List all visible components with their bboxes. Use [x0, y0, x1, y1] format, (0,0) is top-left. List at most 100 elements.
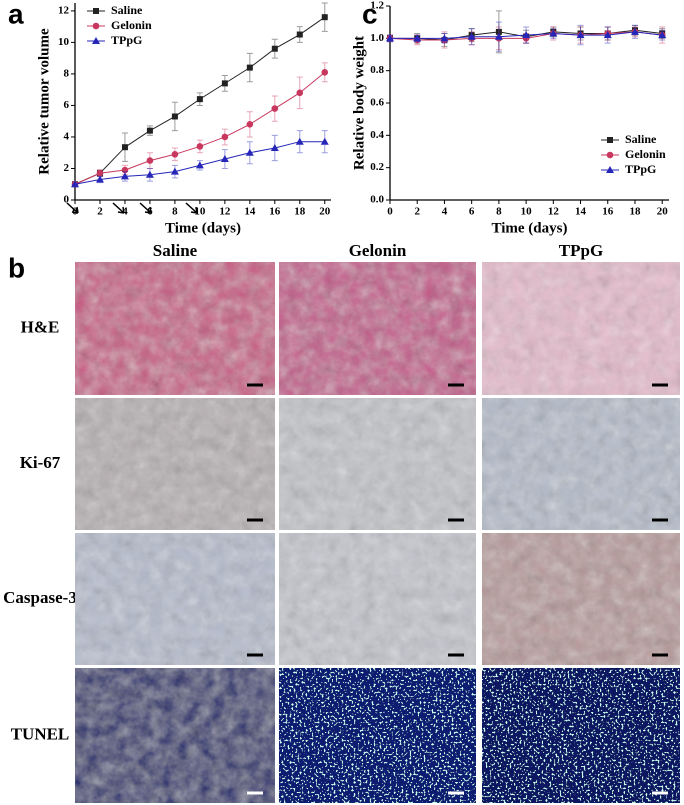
legend-marker — [92, 22, 100, 30]
x-tick-label: 10 — [194, 206, 206, 218]
y-tick-label: 1.0 — [370, 32, 384, 44]
data-point — [71, 180, 79, 188]
data-point — [171, 150, 179, 158]
x-tick-label: 16 — [602, 206, 614, 218]
data-point — [576, 31, 585, 39]
micrograph — [279, 398, 476, 530]
data-point — [220, 155, 229, 163]
data-point — [221, 133, 229, 141]
x-tick-label: 14 — [575, 206, 587, 218]
data-point — [96, 169, 104, 177]
data-point — [630, 27, 639, 35]
legend-marker — [607, 137, 613, 143]
data-point — [121, 166, 129, 174]
x-tick-label: 10 — [521, 206, 533, 218]
micrograph — [75, 398, 275, 530]
legend-marker — [606, 166, 614, 173]
data-point — [321, 14, 328, 21]
x-tick-label: 2 — [414, 206, 420, 218]
data-point — [146, 157, 154, 164]
y-tick-label: 1.2 — [370, 0, 384, 12]
data-point — [271, 105, 279, 112]
data-point — [320, 137, 329, 145]
x-tick-label: 12 — [548, 206, 560, 218]
data-point — [658, 31, 667, 39]
legend-label: Gelonin — [111, 18, 152, 32]
data-point — [271, 45, 278, 52]
data-point — [295, 137, 304, 145]
x-tick-label: 2 — [97, 206, 103, 218]
y-tick-label: 0.6 — [370, 97, 384, 109]
y-tick-label: 0.0 — [370, 194, 384, 206]
micrograph — [482, 398, 680, 530]
y-tick-label: 2 — [64, 162, 70, 174]
y-tick-label: 0.8 — [370, 64, 384, 76]
y-tick-label: 8 — [64, 67, 70, 79]
data-point — [170, 167, 179, 175]
column-title: TPpG — [559, 241, 603, 260]
data-point — [440, 34, 449, 42]
y-tick-label: 0 — [64, 194, 70, 206]
data-point — [195, 161, 204, 169]
micrograph — [279, 262, 476, 395]
y-tick-label: 4 — [64, 130, 70, 142]
x-tick-label: 18 — [629, 206, 641, 218]
data-point — [467, 32, 476, 40]
y-tick-label: 0.2 — [370, 161, 384, 173]
row-title: TUNEL — [11, 724, 70, 743]
data-point — [145, 170, 154, 178]
column-title: Saline — [153, 241, 198, 260]
legend-marker — [606, 151, 614, 159]
legend-marker — [93, 8, 99, 14]
y-tick-label: 6 — [64, 99, 70, 111]
data-point — [246, 121, 254, 128]
y-tick-label: 0.4 — [370, 129, 384, 141]
panel-label: a — [8, 0, 24, 29]
x-tick-label: 4 — [442, 206, 448, 218]
micrograph — [482, 533, 680, 665]
row-title: Ki-67 — [20, 453, 61, 472]
y-axis-title: Relative body weight — [351, 36, 367, 170]
legend-label: TPpG — [111, 33, 142, 47]
data-point — [296, 31, 303, 38]
x-tick-label: 18 — [294, 206, 306, 218]
row-title: H&E — [21, 317, 60, 336]
x-tick-label: 14 — [244, 206, 256, 218]
x-tick-label: 8 — [496, 206, 502, 218]
data-point — [196, 143, 204, 150]
x-tick-label: 6 — [147, 206, 153, 218]
data-point — [121, 144, 128, 151]
micrograph — [279, 533, 476, 665]
data-point — [386, 34, 394, 42]
x-tick-label: 6 — [469, 206, 475, 218]
micrograph — [75, 533, 275, 665]
data-point — [221, 80, 228, 87]
y-tick-label: 12 — [58, 4, 70, 16]
data-point — [413, 34, 422, 42]
data-point — [95, 175, 104, 183]
data-point — [495, 28, 502, 35]
micrograph — [482, 262, 680, 395]
x-tick-label: 0 — [387, 206, 393, 218]
data-point — [270, 143, 279, 151]
x-tick-label: 4 — [122, 206, 128, 218]
x-tick-label: 20 — [657, 206, 669, 218]
x-axis-title: Time (days) — [492, 220, 568, 236]
legend-marker — [92, 37, 100, 44]
micrograph — [75, 668, 275, 803]
data-point — [603, 31, 612, 39]
data-point — [146, 127, 153, 134]
data-point — [494, 32, 503, 40]
data-point — [196, 96, 203, 103]
data-point — [522, 31, 531, 39]
x-axis-title: Time (days) — [165, 220, 241, 236]
legend-label: TPpG — [625, 162, 656, 176]
data-point — [245, 148, 254, 156]
data-point — [296, 89, 304, 97]
data-point — [120, 172, 129, 180]
micrograph — [279, 668, 476, 803]
row-title: Caspase-3 — [3, 588, 77, 607]
x-tick-label: 16 — [269, 206, 281, 218]
